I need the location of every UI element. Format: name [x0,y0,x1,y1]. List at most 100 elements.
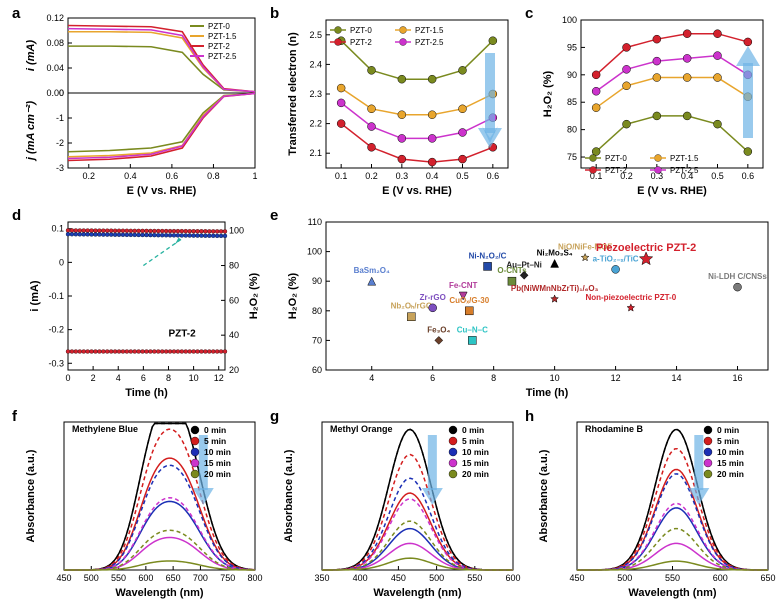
svg-text:Fe₃O₄: Fe₃O₄ [427,325,450,334]
svg-text:0: 0 [59,88,64,98]
svg-text:0.2: 0.2 [83,171,96,181]
svg-text:BaSm₂O₄: BaSm₂O₄ [354,266,390,275]
svg-text:100: 100 [562,15,577,25]
svg-text:500: 500 [429,573,444,583]
svg-text:0.3: 0.3 [396,171,409,181]
svg-text:5 min: 5 min [204,436,226,446]
svg-text:-0.3: -0.3 [48,358,64,368]
svg-text:PZT-1.5: PZT-1.5 [670,154,699,163]
svg-text:550: 550 [665,573,680,583]
svg-text:Methyl Orange: Methyl Orange [330,424,393,434]
svg-text:PZT-0: PZT-0 [605,154,627,163]
svg-text:Au–Pt–Ni: Au–Pt–Ni [506,260,542,269]
svg-text:-0.2: -0.2 [48,325,64,335]
panel-label-f: f [12,408,17,425]
svg-text:600: 600 [138,573,153,583]
svg-text:0.12: 0.12 [46,13,64,23]
svg-text:Ni-LDH C/CNSs: Ni-LDH C/CNSs [708,272,767,281]
svg-text:0.2: 0.2 [365,171,378,181]
svg-text:95: 95 [567,42,577,52]
svg-text:E (V vs. RHE): E (V vs. RHE) [637,185,707,197]
svg-text:j (mA cm⁻²): j (mA cm⁻²) [25,101,37,163]
svg-text:100: 100 [307,247,322,257]
svg-text:650: 650 [166,573,181,583]
panel-c: 0.10.20.30.40.50.67580859095100E (V vs. … [533,8,778,203]
svg-text:2.1: 2.1 [309,148,322,158]
svg-text:70: 70 [312,335,322,345]
svg-text:2.5: 2.5 [309,30,322,40]
panel-b: 0.10.20.30.40.50.62.12.22.32.42.5E (V vs… [278,8,523,203]
svg-text:0.4: 0.4 [124,171,137,181]
svg-text:a-TiO₂₋ₓ/TiC: a-TiO₂₋ₓ/TiC [593,254,639,263]
svg-text:750: 750 [220,573,235,583]
svg-text:100: 100 [229,226,244,236]
panel-f: 450500550600650700750800Wavelength (nm)A… [20,410,265,605]
svg-text:0 min: 0 min [204,425,226,435]
svg-text:10 min: 10 min [717,447,744,457]
svg-text:90: 90 [312,276,322,286]
svg-text:Methylene Blue: Methylene Blue [72,424,138,434]
svg-text:6: 6 [141,373,146,383]
svg-text:20 min: 20 min [204,469,231,479]
svg-text:15 min: 15 min [462,458,489,468]
svg-text:1: 1 [252,171,257,181]
svg-text:-1: -1 [56,113,64,123]
svg-text:550: 550 [111,573,126,583]
svg-text:Rhodamine B: Rhodamine B [585,424,644,434]
svg-text:Ni-N₂O₂/C: Ni-N₂O₂/C [469,251,507,260]
svg-text:15 min: 15 min [204,458,231,468]
svg-text:6: 6 [430,373,435,383]
svg-text:Pb(NiWMnNbZrTi)₁/₆O₃: Pb(NiWMnNbZrTi)₁/₆O₃ [511,284,599,293]
svg-text:90: 90 [567,70,577,80]
svg-text:0.08: 0.08 [46,38,64,48]
svg-text:PZT-1.5: PZT-1.5 [415,26,444,35]
svg-text:Absorbance (a.u.): Absorbance (a.u.) [538,449,550,542]
svg-text:110: 110 [308,217,322,227]
svg-text:80: 80 [312,306,322,316]
svg-text:-3: -3 [56,163,64,173]
svg-text:16: 16 [733,373,743,383]
svg-text:PZT-0: PZT-0 [350,26,372,35]
svg-text:800: 800 [247,573,262,583]
svg-text:PZT-2: PZT-2 [208,42,230,51]
svg-text:Absorbance (a.u.): Absorbance (a.u.) [25,449,37,542]
svg-text:600: 600 [713,573,728,583]
svg-text:PZT-2: PZT-2 [350,38,372,47]
svg-text:0: 0 [65,373,70,383]
svg-text:15 min: 15 min [717,458,744,468]
svg-text:Wavelength (nm): Wavelength (nm) [628,587,717,599]
panel-d: 024681012-0.3-0.2-0.100.1Time (h)i (mA)2… [20,210,265,405]
svg-text:0.6: 0.6 [742,171,755,181]
svg-text:450: 450 [569,573,584,583]
svg-text:500: 500 [617,573,632,583]
svg-text:0 min: 0 min [717,425,739,435]
svg-text:700: 700 [193,573,208,583]
svg-text:5 min: 5 min [462,436,484,446]
svg-text:20 min: 20 min [717,469,744,479]
svg-text:0.8: 0.8 [207,171,220,181]
svg-text:0.5: 0.5 [456,171,469,181]
svg-text:350: 350 [314,573,329,583]
svg-text:4: 4 [369,373,374,383]
svg-text:0.6: 0.6 [166,171,179,181]
svg-text:20: 20 [229,365,239,375]
svg-text:0.1: 0.1 [335,171,348,181]
svg-text:CuOₓ/G-30: CuOₓ/G-30 [449,296,489,305]
svg-text:PZT-2.5: PZT-2.5 [415,38,444,47]
svg-text:40: 40 [229,330,239,340]
svg-text:2.3: 2.3 [309,89,322,99]
panel-g: 350400450500550600Wavelength (nm)Absorba… [278,410,523,605]
svg-text:80: 80 [567,125,577,135]
svg-text:2.4: 2.4 [309,59,322,69]
svg-text:Time (h): Time (h) [526,387,569,399]
svg-text:0 min: 0 min [462,425,484,435]
svg-text:85: 85 [567,97,577,107]
figure-root: { "global": { "bg": "#ffffff", "text": "… [0,0,779,608]
svg-text:400: 400 [353,573,368,583]
svg-text:PZT-1.5: PZT-1.5 [208,32,237,41]
panel-e: 4681012141660708090100110Time (h)H₂O₂ (%… [278,210,778,405]
svg-text:PZT-0: PZT-0 [208,22,230,31]
svg-text:4: 4 [116,373,121,383]
svg-text:Fe-CNT: Fe-CNT [449,281,478,290]
svg-text:60: 60 [312,365,322,375]
